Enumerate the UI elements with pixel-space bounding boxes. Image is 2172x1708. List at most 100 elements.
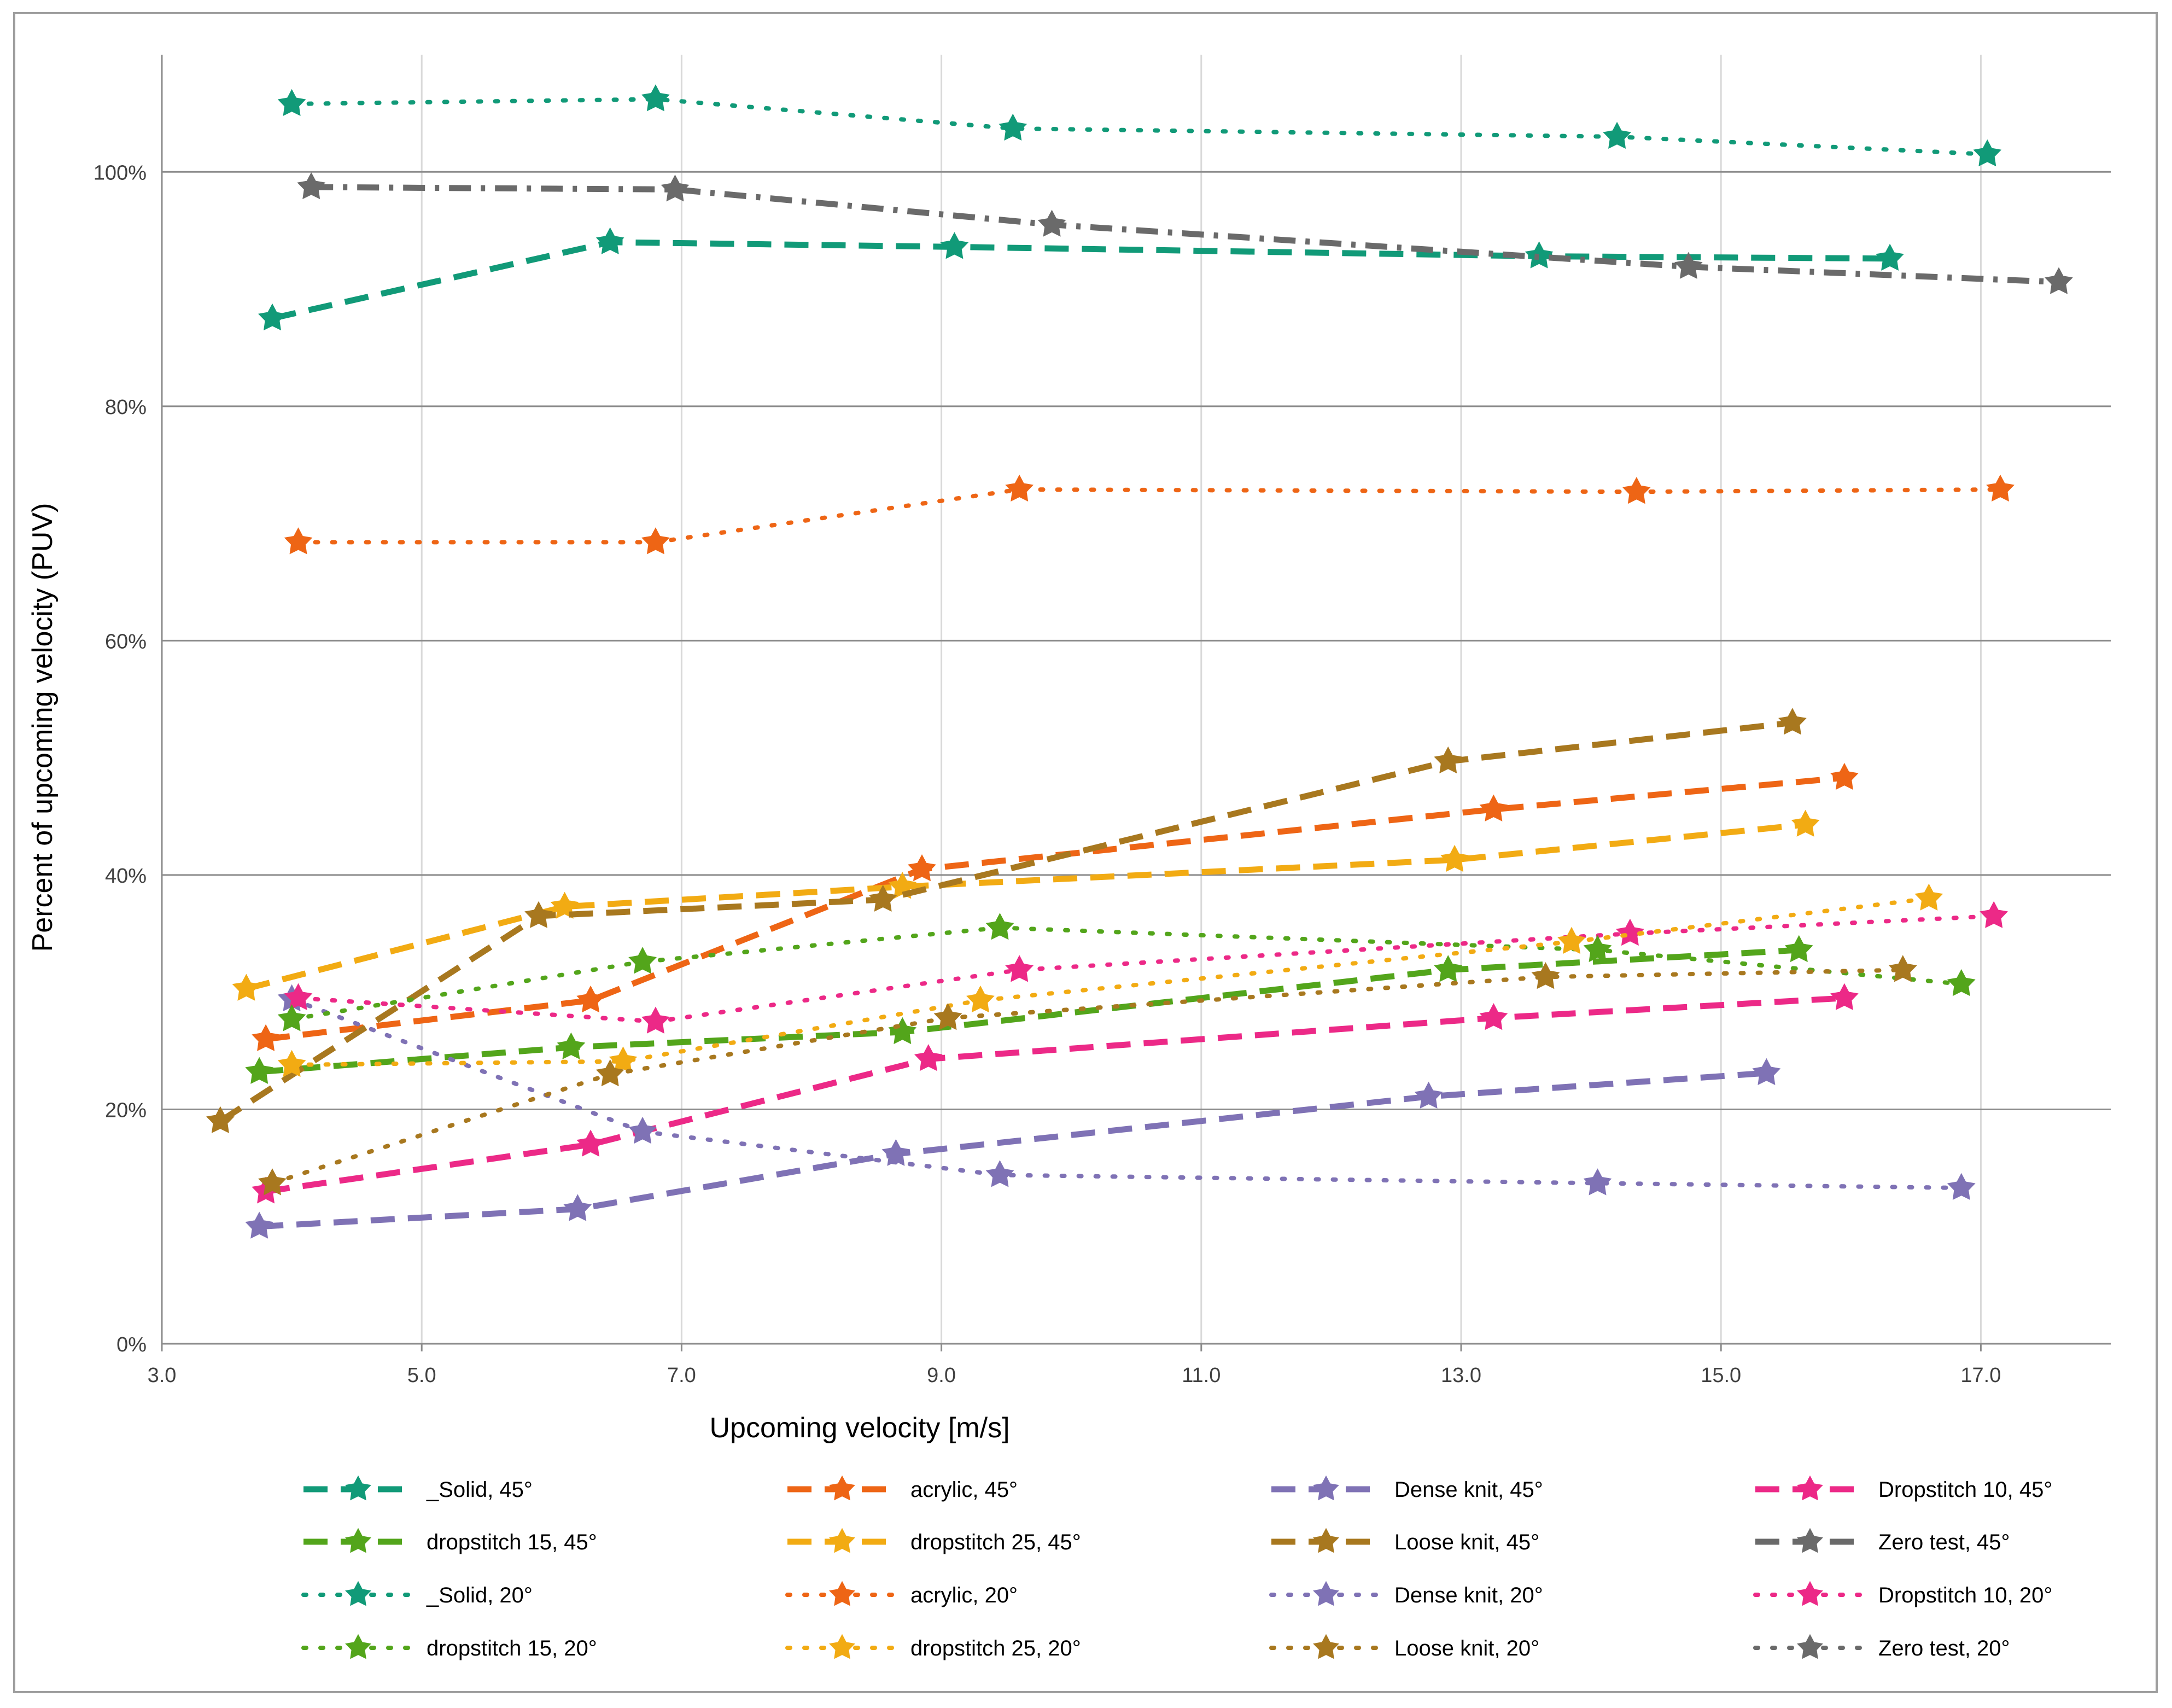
- series-line: [259, 1070, 1767, 1230]
- x-tick-label: 17.0: [1960, 1364, 2001, 1387]
- legend-item: acrylic, 20°: [785, 1581, 1018, 1607]
- y-tick-label: 100%: [94, 161, 147, 184]
- data-point: [595, 1059, 624, 1087]
- data-point: [966, 985, 995, 1013]
- legend-label: dropstitch 15, 45°: [427, 1530, 597, 1554]
- x-tick-label: 3.0: [148, 1364, 177, 1387]
- data-point: [284, 527, 313, 555]
- series-13: [277, 883, 1943, 1077]
- data-point: [1005, 955, 1034, 982]
- data-point: [245, 1057, 274, 1084]
- legend-swatch-marker: [1313, 1634, 1339, 1659]
- data-point: [524, 901, 553, 928]
- series-2: [245, 1058, 1781, 1239]
- data-point: [1005, 474, 1034, 502]
- legend-item: _Solid, 45°: [303, 1475, 533, 1502]
- legend-item: acrylic, 45°: [787, 1475, 1018, 1502]
- data-point: [1752, 1058, 1781, 1086]
- series-14: [258, 955, 1917, 1196]
- y-tick-label: 60%: [105, 630, 147, 653]
- series-7: [297, 172, 2073, 294]
- legend-item: Dense knit, 20°: [1269, 1581, 1543, 1607]
- data-point: [628, 947, 657, 974]
- data-point: [232, 973, 261, 1001]
- data-point: [557, 1032, 586, 1059]
- data-point: [297, 172, 326, 200]
- legend-swatch-marker: [345, 1581, 371, 1606]
- legend-label: Dropstitch 10, 20°: [1878, 1583, 2052, 1607]
- legend-item: dropstitch 25, 20°: [785, 1634, 1081, 1660]
- data-point: [1947, 1173, 1976, 1200]
- legend-swatch-marker: [1797, 1581, 1823, 1606]
- data-point: [1557, 926, 1586, 954]
- x-tick-label: 9.0: [927, 1364, 956, 1387]
- data-point: [661, 174, 690, 202]
- data-point: [1622, 476, 1651, 504]
- x-tick-label: 7.0: [667, 1364, 696, 1387]
- legend-item: Zero test, 45°: [1755, 1528, 2010, 1554]
- legend-label: _Solid, 20°: [426, 1583, 533, 1607]
- data-point: [1830, 762, 1859, 790]
- data-point: [1479, 794, 1508, 821]
- series-8: [277, 84, 2002, 167]
- data-point: [933, 1003, 962, 1030]
- legend-item: _Solid, 20°: [301, 1581, 533, 1607]
- data-point: [609, 1046, 638, 1074]
- x-tick-label: 15.0: [1701, 1364, 1741, 1387]
- legend-label: _Solid, 45°: [426, 1478, 533, 1502]
- data-point: [940, 232, 969, 259]
- data-point: [1888, 955, 1917, 982]
- data-point: [550, 891, 579, 919]
- data-point: [985, 913, 1014, 940]
- series-line: [265, 995, 1845, 1194]
- legend-swatch-marker: [345, 1475, 371, 1501]
- series-11: [284, 901, 2008, 1034]
- series-0: [258, 227, 1904, 331]
- legend-item: dropstitch 15, 20°: [301, 1634, 597, 1660]
- data-point: [1434, 955, 1463, 982]
- legend-swatch-marker: [345, 1528, 371, 1553]
- series-4: [245, 935, 1813, 1084]
- legend-label: Dense knit, 45°: [1394, 1478, 1543, 1502]
- data-point: [277, 89, 306, 116]
- legend-label: acrylic, 20°: [910, 1583, 1018, 1607]
- legend-swatch-marker: [1313, 1528, 1339, 1553]
- data-point: [641, 1006, 670, 1034]
- data-point: [206, 1106, 235, 1133]
- x-tick-label: 13.0: [1441, 1364, 1481, 1387]
- data-point: [1914, 883, 1943, 911]
- data-point: [576, 985, 605, 1013]
- data-point: [868, 884, 897, 912]
- data-point: [576, 1129, 605, 1157]
- legend-swatch-marker: [1797, 1528, 1823, 1553]
- y-tick-label: 20%: [105, 1099, 147, 1122]
- data-point: [914, 1044, 943, 1071]
- legend: _Solid, 45° acrylic, 45° Dense knit, 45° Dr…: [301, 1475, 2052, 1660]
- data-point: [1525, 241, 1554, 269]
- legend-item: dropstitch 25, 45°: [787, 1528, 1081, 1554]
- data-point: [888, 1017, 917, 1045]
- axes-layer: 3.0 5.0 7.0 9.0 11.0 13.0 15.0 17.0 0% 20% 40% 60% 8…: [94, 55, 2111, 1387]
- data-point: [277, 1004, 306, 1031]
- data-point: [1876, 243, 1904, 271]
- data-point: [1830, 983, 1859, 1010]
- series-10: [277, 984, 1976, 1200]
- series-line: [271, 239, 1890, 322]
- data-point: [641, 84, 670, 112]
- data-point: [1603, 121, 1631, 149]
- legend-label: dropstitch 15, 20°: [427, 1636, 597, 1660]
- legend-label: Dense knit, 20°: [1394, 1583, 1543, 1607]
- data-point: [1583, 1168, 1612, 1196]
- data-point: [1434, 746, 1463, 774]
- legend-item: Dropstitch 10, 45°: [1755, 1475, 2052, 1502]
- data-point: [1531, 962, 1560, 989]
- data-point: [1784, 935, 1813, 963]
- data-point: [1037, 209, 1066, 237]
- data-point: [1980, 901, 2008, 928]
- data-point: [277, 1050, 306, 1077]
- data-point: [1778, 708, 1807, 735]
- x-tick-label: 5.0: [407, 1364, 436, 1387]
- data-point: [985, 1160, 1014, 1187]
- legend-label: dropstitch 25, 45°: [910, 1530, 1081, 1554]
